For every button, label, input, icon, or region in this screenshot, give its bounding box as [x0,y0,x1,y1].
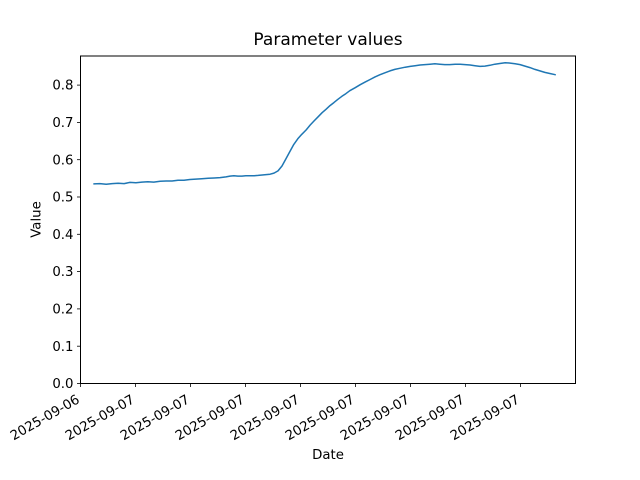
y-tick-label: 0.1 [52,340,73,355]
y-tick-label: 0.3 [52,265,73,280]
axes-frame [80,55,576,384]
y-tick-label: 0.5 [52,191,73,206]
chart-title: Parameter values [253,30,403,50]
y-tick-label: 0.6 [52,153,73,168]
data-line [93,61,556,186]
y-tick-label: 0.4 [52,228,73,243]
y-tick-label: 0.2 [52,302,73,317]
x-axis-label: Date [312,448,344,463]
y-tick-label: 0.8 [52,79,73,94]
y-tick-label: 0.7 [52,116,73,131]
y-tick-label: 0.0 [52,377,73,392]
